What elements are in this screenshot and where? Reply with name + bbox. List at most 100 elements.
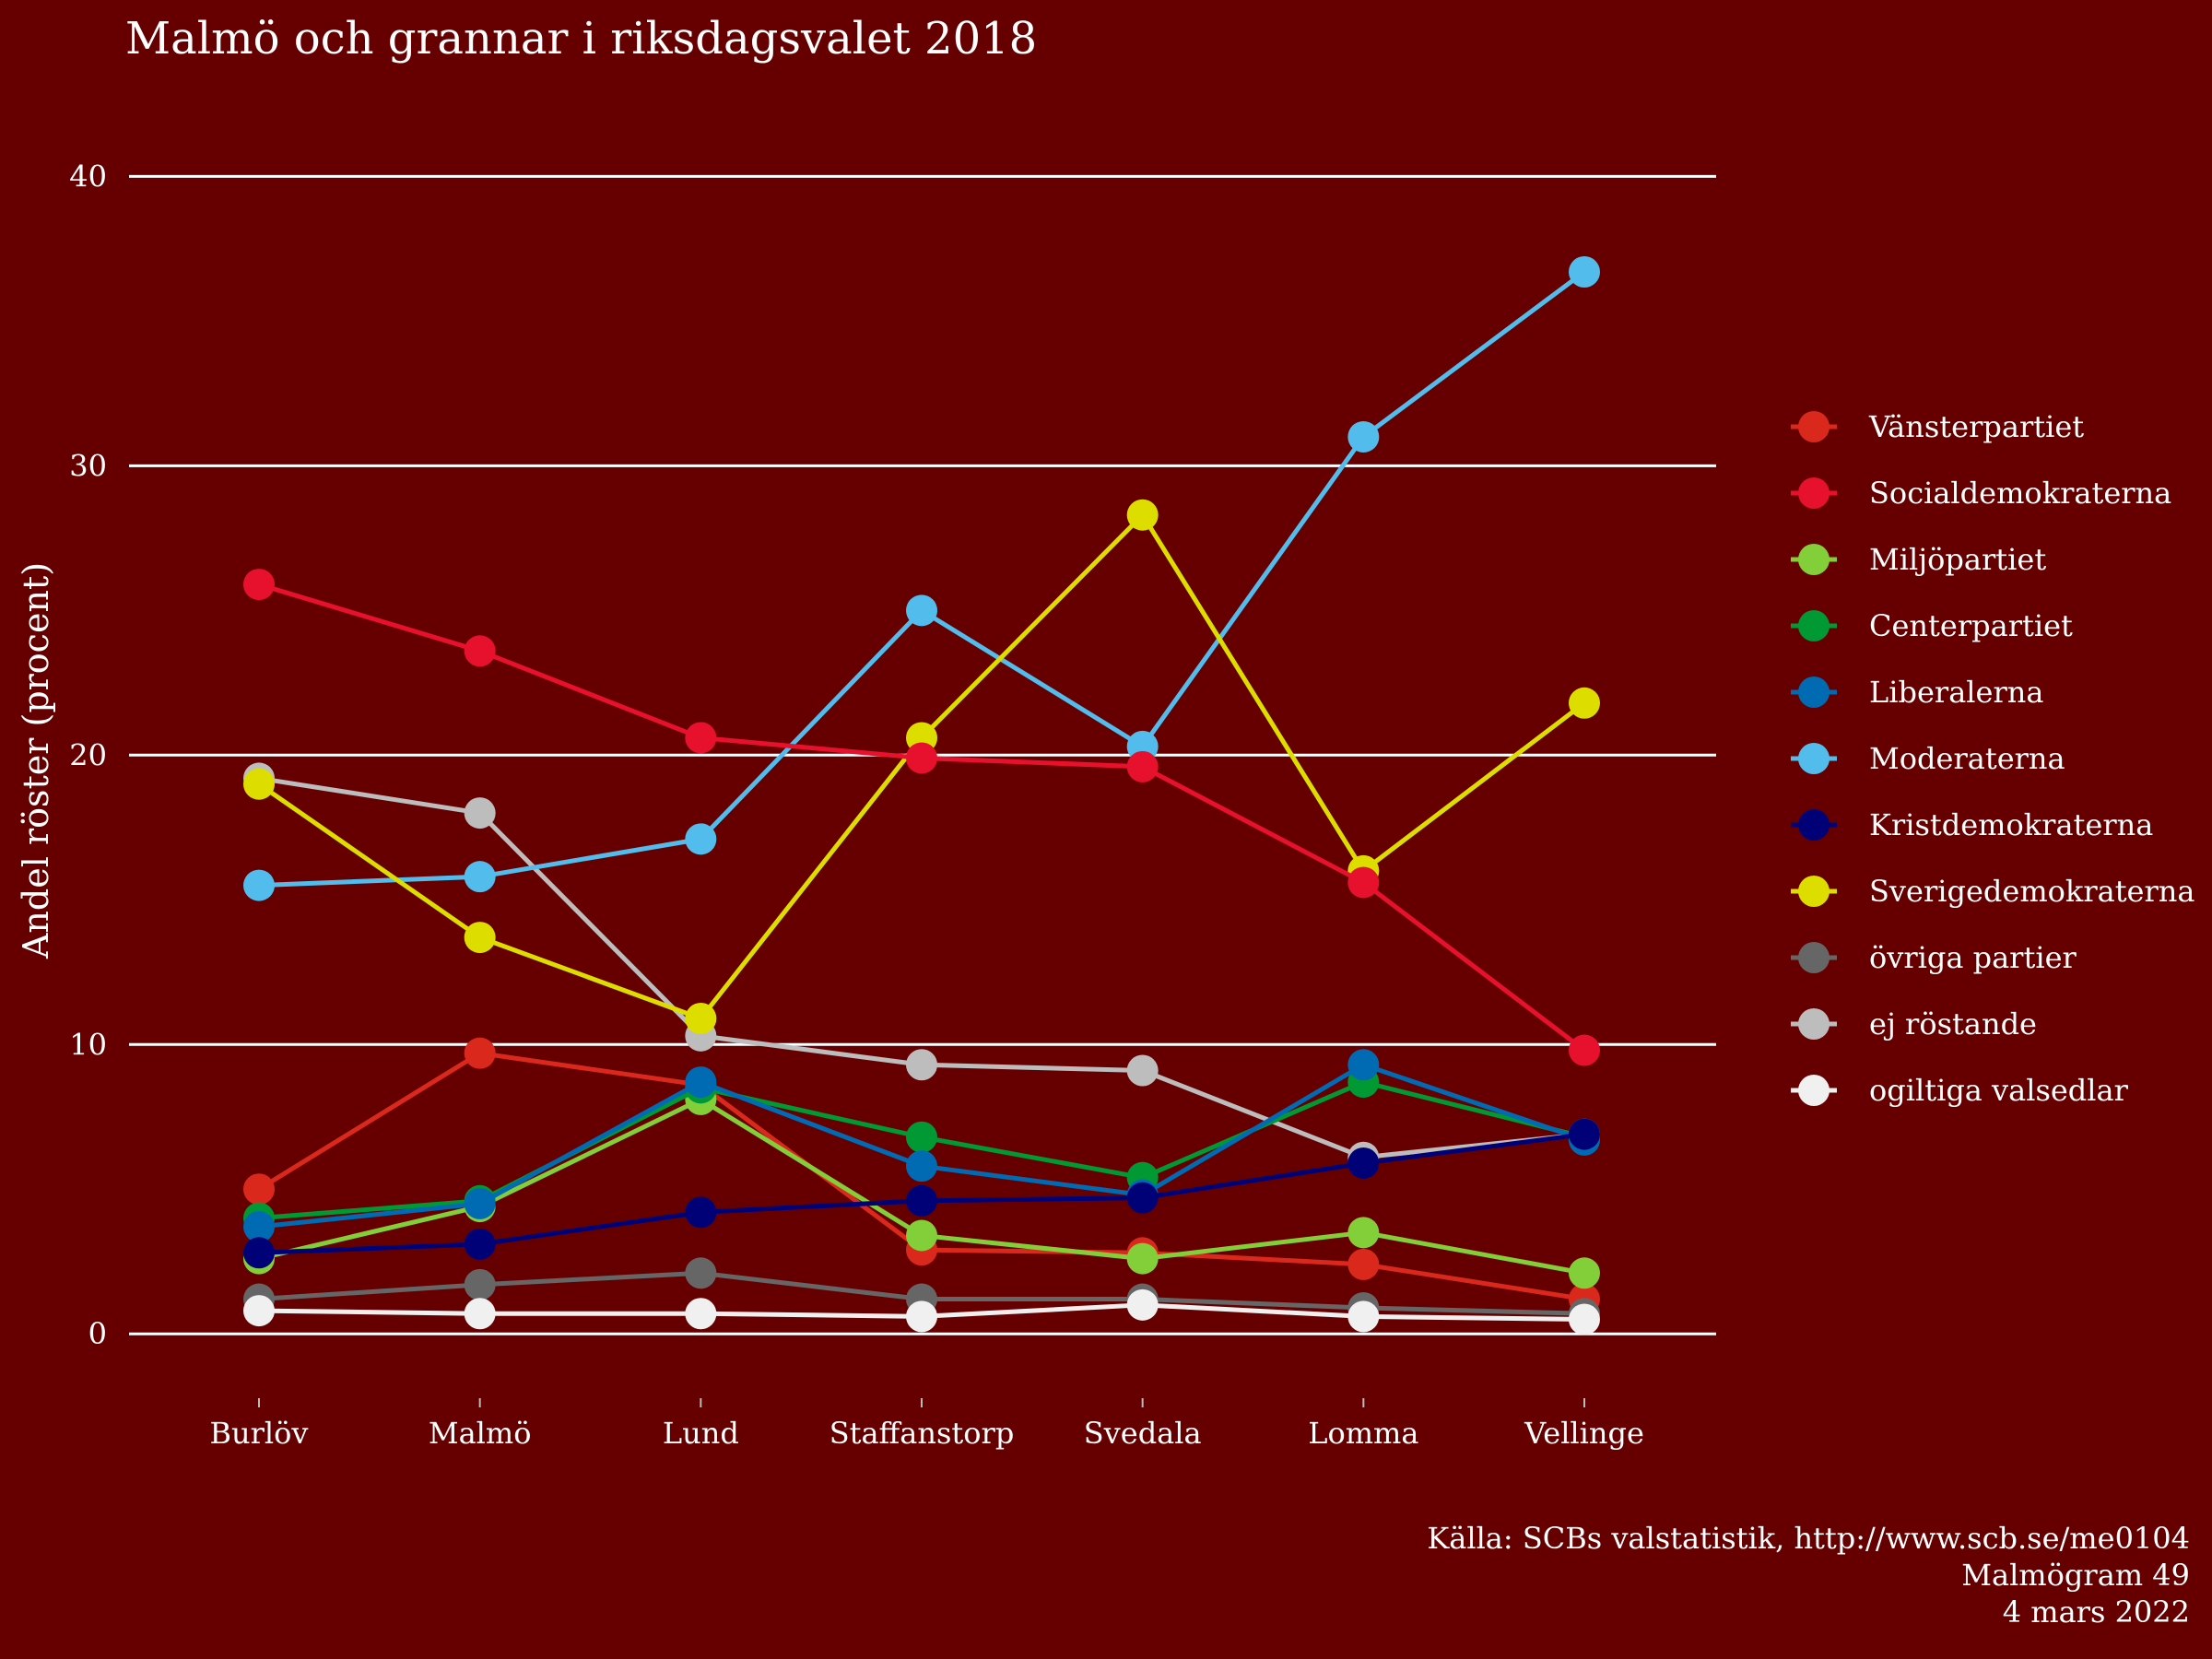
legend-key-dot bbox=[1798, 743, 1830, 774]
data-point bbox=[243, 569, 275, 601]
data-point bbox=[1126, 1288, 1159, 1321]
data-point bbox=[685, 1003, 717, 1034]
legend-item-ej-rostande: ej röstande bbox=[1791, 1006, 2037, 1041]
legend-key-dot bbox=[1798, 809, 1830, 841]
data-point bbox=[906, 594, 937, 627]
data-point bbox=[1347, 420, 1380, 453]
legend-key-dot bbox=[1798, 477, 1830, 509]
legend-item-ogiltiga-valsedlar: ogiltiga valsedlar bbox=[1791, 1073, 2129, 1108]
y-tick-label: 30 bbox=[69, 448, 107, 483]
data-point bbox=[906, 1049, 937, 1081]
data-point bbox=[685, 823, 717, 855]
x-axis-ticks: Burlöv Malmö Lund Staffanstorp Svedala Lomma V… bbox=[210, 1398, 1644, 1451]
data-point bbox=[1569, 687, 1600, 719]
legend-label: Kristdemokraterna bbox=[1869, 807, 2153, 842]
data-point bbox=[685, 1298, 717, 1330]
legend-item-miljopartiet: Miljöpartiet bbox=[1791, 542, 2046, 577]
series-moderaterna bbox=[243, 256, 1600, 901]
data-point bbox=[906, 742, 937, 774]
y-tick-label: 20 bbox=[69, 737, 107, 772]
legend-label: ogiltiga valsedlar bbox=[1869, 1073, 2129, 1108]
y-tick-label: 40 bbox=[69, 159, 107, 194]
data-point bbox=[1347, 1248, 1380, 1280]
x-tick-label: Staffanstorp bbox=[830, 1416, 1015, 1451]
legend-key-dot bbox=[1798, 610, 1830, 641]
data-point bbox=[906, 1219, 937, 1252]
y-tick-label: 10 bbox=[69, 1027, 107, 1062]
legend-item-moderaterna: Moderaterna bbox=[1791, 741, 2065, 776]
legend-item-liberalerna: Liberalerna bbox=[1791, 675, 2043, 710]
legend: Vänsterpartiet Socialdemokraterna Miljöpar… bbox=[1791, 409, 2194, 1108]
data-point bbox=[243, 1295, 275, 1327]
data-point bbox=[464, 1037, 496, 1069]
legend-label: Vänsterpartiet bbox=[1868, 409, 2084, 444]
legend-label: Sverigedemokraterna bbox=[1869, 874, 2194, 909]
legend-key-dot bbox=[1798, 1075, 1830, 1106]
chart-title: Malmö och grannar i riksdagsvalet 2018 bbox=[125, 13, 1037, 65]
legend-key-dot bbox=[1798, 411, 1830, 442]
data-point bbox=[243, 1237, 275, 1269]
data-point bbox=[1126, 1054, 1159, 1087]
data-point bbox=[1569, 1118, 1600, 1150]
data-point bbox=[1126, 1182, 1159, 1214]
data-point bbox=[464, 635, 496, 667]
data-point bbox=[464, 1268, 496, 1300]
series-ogiltiga-valsedlar bbox=[243, 1288, 1600, 1335]
data-point bbox=[1126, 750, 1159, 782]
series-socialdemokraterna bbox=[243, 569, 1600, 1066]
legend-item-ovriga-partier: övriga partier bbox=[1791, 940, 2077, 975]
data-point bbox=[464, 1298, 496, 1330]
data-point bbox=[1126, 1242, 1159, 1275]
caption-line: Malmögram 49 bbox=[1961, 1558, 2190, 1593]
data-point bbox=[906, 1300, 937, 1333]
legend-item-sverigedemokraterna: Sverigedemokraterna bbox=[1791, 874, 2194, 909]
caption-line: 4 mars 2022 bbox=[2003, 1594, 2190, 1630]
legend-key-dot bbox=[1798, 677, 1830, 708]
legend-label: Socialdemokraterna bbox=[1869, 476, 2171, 511]
legend-key-dot bbox=[1798, 942, 1830, 973]
data-point bbox=[906, 1150, 937, 1182]
data-point bbox=[1347, 866, 1380, 899]
data-point bbox=[243, 1211, 275, 1243]
legend-label: övriga partier bbox=[1869, 940, 2077, 975]
x-tick-label: Vellinge bbox=[1524, 1416, 1644, 1451]
legend-label: Centerpartiet bbox=[1869, 608, 2073, 643]
data-point bbox=[685, 1257, 717, 1289]
data-point bbox=[685, 1196, 717, 1229]
data-point bbox=[1347, 1217, 1380, 1249]
data-point bbox=[1126, 499, 1159, 531]
x-tick-label: Lund bbox=[663, 1416, 739, 1451]
data-point bbox=[1569, 1034, 1600, 1066]
x-tick-label: Lomma bbox=[1308, 1416, 1418, 1451]
data-point bbox=[464, 1187, 496, 1219]
data-point bbox=[1569, 256, 1600, 288]
y-tick-label: 0 bbox=[88, 1316, 107, 1351]
data-point bbox=[243, 869, 275, 901]
x-tick-label: Svedala bbox=[1084, 1416, 1202, 1451]
data-point bbox=[464, 797, 496, 830]
legend-item-vansterpartiet: Vänsterpartiet bbox=[1791, 409, 2084, 444]
legend-item-centerpartiet: Centerpartiet bbox=[1791, 608, 2073, 643]
y-axis-ticks: 0 10 20 30 40 bbox=[69, 159, 107, 1351]
legend-key-dot bbox=[1798, 544, 1830, 575]
data-point bbox=[1569, 1303, 1600, 1335]
legend-key-dot bbox=[1798, 876, 1830, 907]
legend-label: Moderaterna bbox=[1869, 741, 2065, 776]
data-point bbox=[1347, 1300, 1380, 1333]
caption: Källa: SCBs valstatistik, http://www.scb… bbox=[1427, 1521, 2190, 1630]
data-point bbox=[243, 1173, 275, 1206]
x-tick-label: Malmö bbox=[429, 1416, 532, 1451]
data-point bbox=[906, 1184, 937, 1217]
data-point bbox=[1347, 1049, 1380, 1081]
legend-label: Miljöpartiet bbox=[1869, 542, 2046, 577]
data-point bbox=[464, 1228, 496, 1260]
data-point bbox=[1347, 1147, 1380, 1179]
legend-label: ej röstande bbox=[1869, 1006, 2037, 1041]
data-point bbox=[464, 922, 496, 954]
data-point bbox=[464, 861, 496, 893]
caption-line: Källa: SCBs valstatistik, http://www.scb… bbox=[1427, 1521, 2190, 1556]
data-point bbox=[685, 722, 717, 754]
series-group bbox=[243, 256, 1600, 1335]
